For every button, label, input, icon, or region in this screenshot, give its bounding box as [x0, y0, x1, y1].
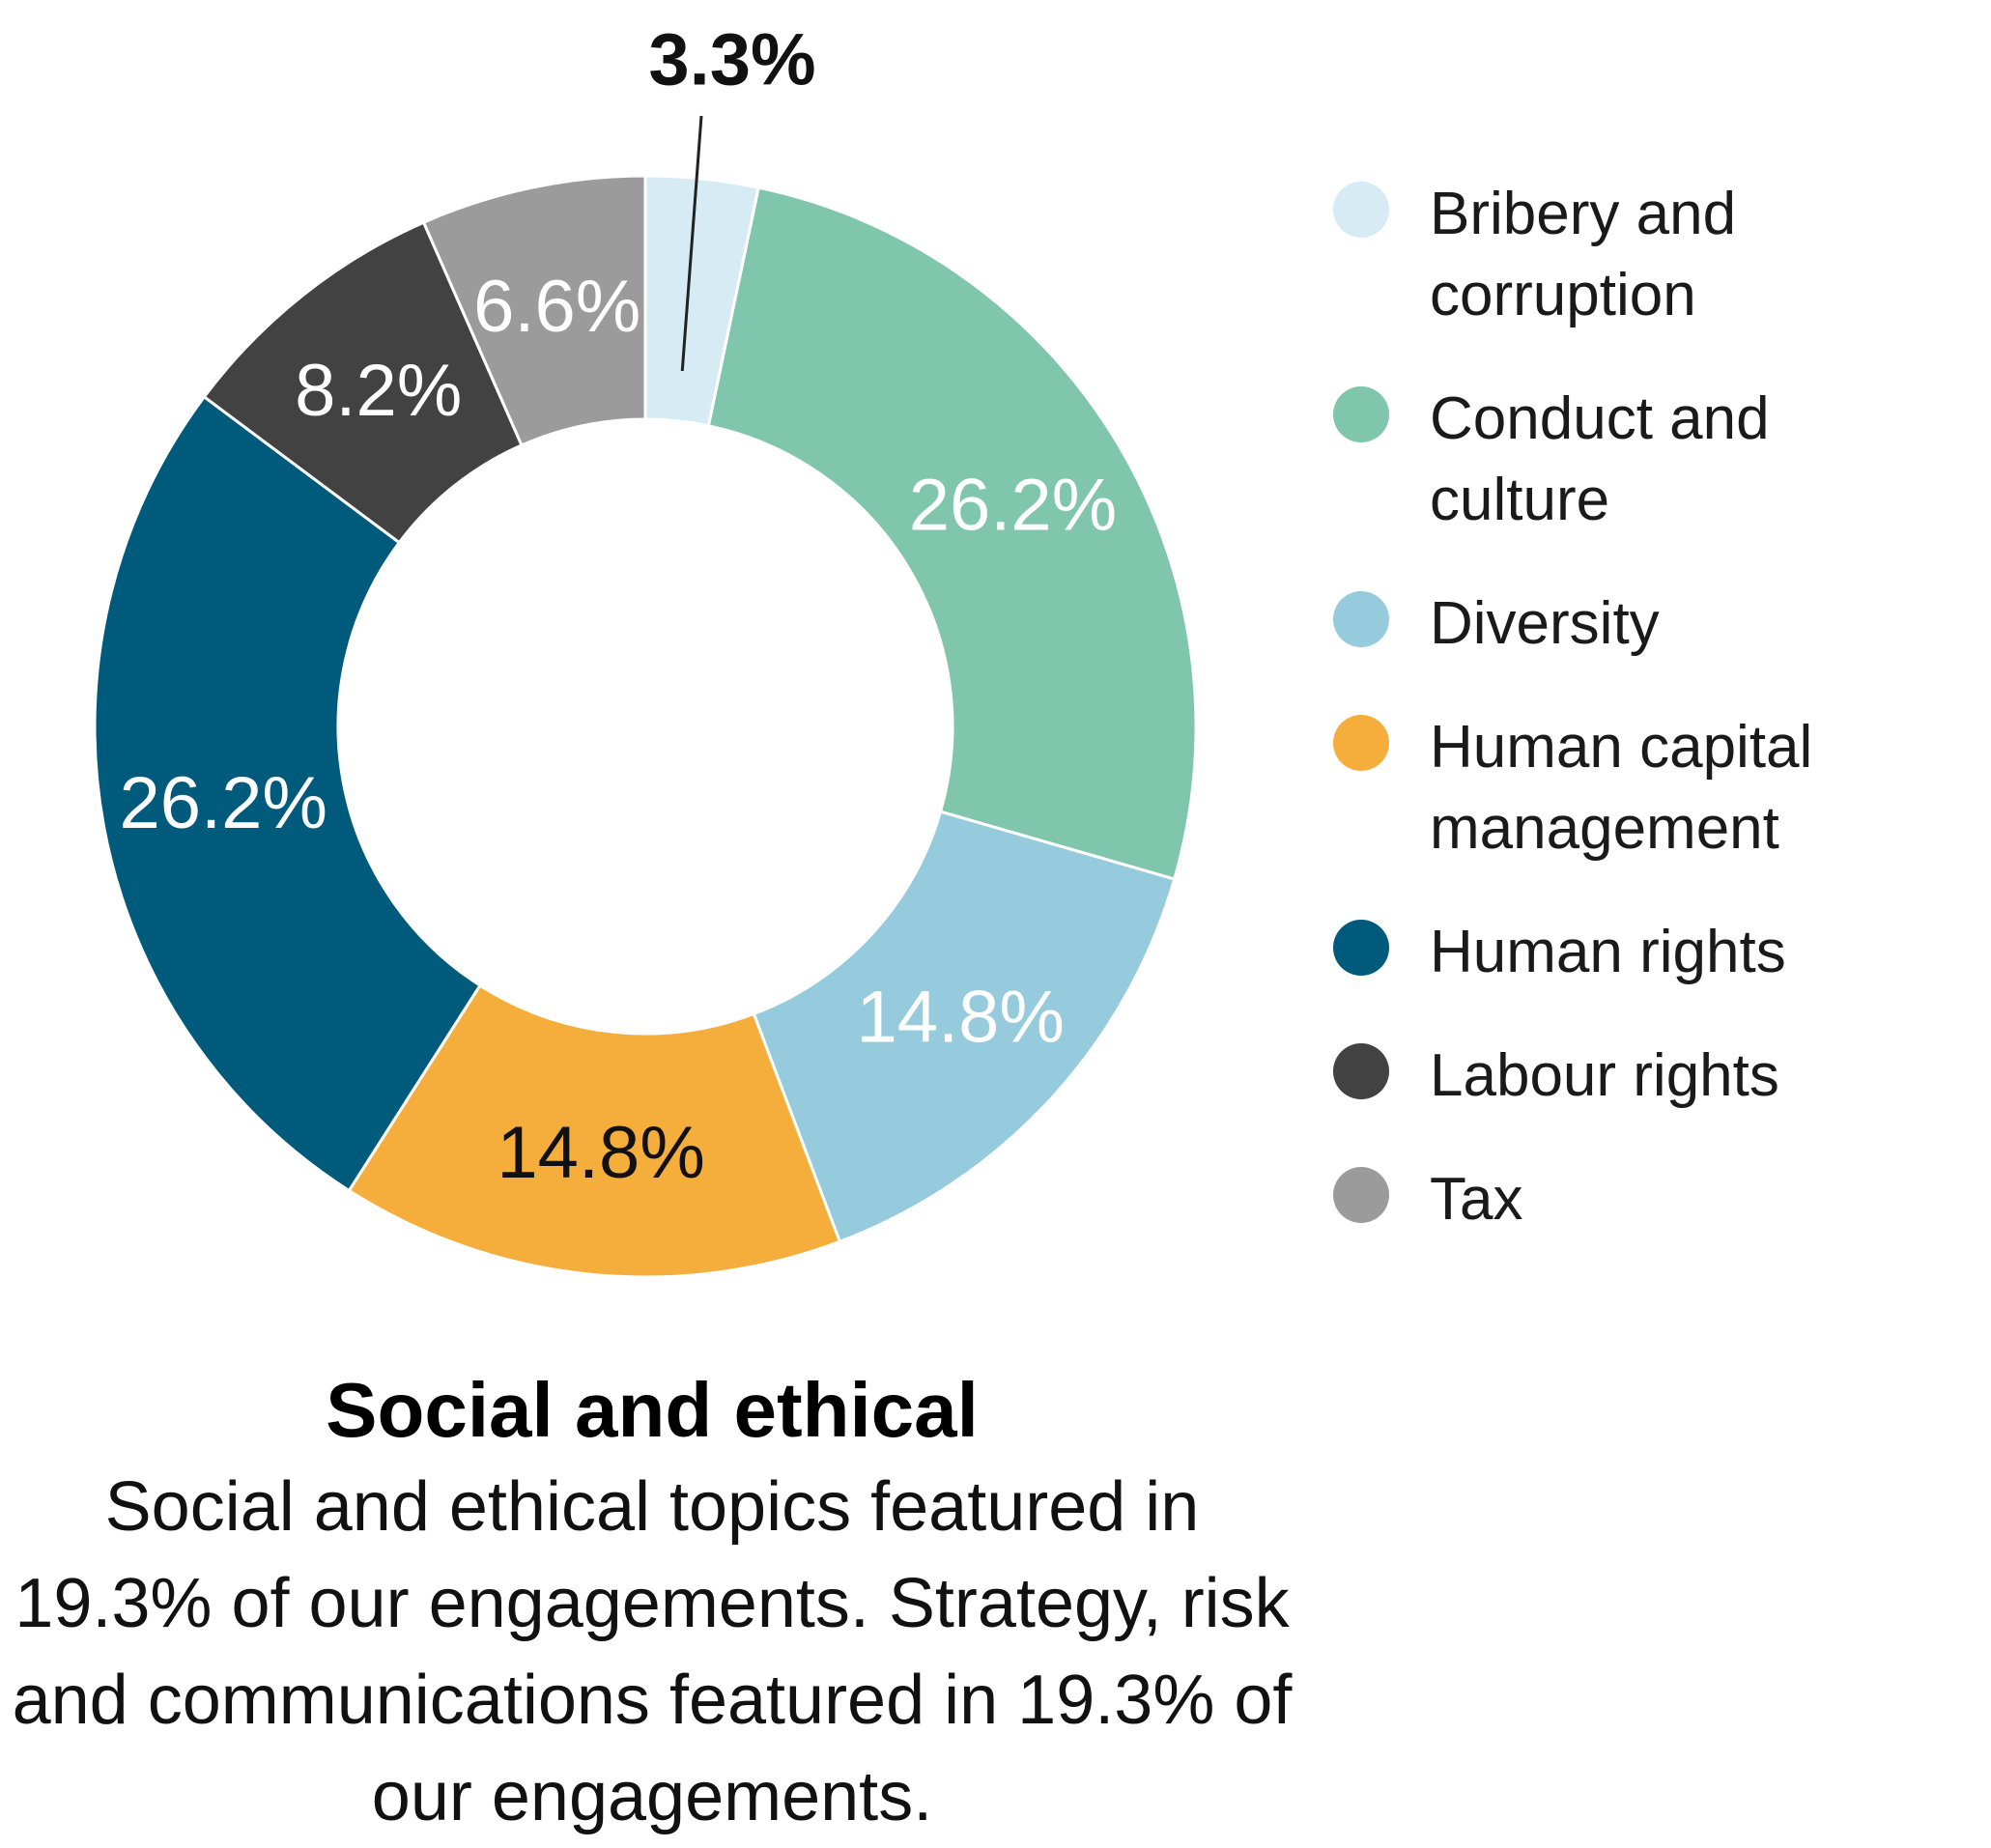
legend-item: Bribery and corruption	[1333, 174, 1971, 336]
legend-swatch	[1333, 182, 1389, 238]
legend-label: Human rights	[1430, 919, 1786, 985]
chart-caption: Social and ethical Social and ethical to…	[0, 1362, 1304, 1845]
caption-title: Social and ethical	[326, 1367, 979, 1453]
data-label-tax: 6.6%	[473, 266, 640, 348]
legend-item: Labour rights	[1333, 1036, 1971, 1117]
legend-swatch	[1333, 591, 1389, 647]
donut-labels: 3.3% 26.2% 14.8% 14.8% 26.2% 8.2%6.6%	[119, 19, 1117, 1195]
legend-label: Human capital management	[1430, 714, 1813, 862]
legend-swatch	[1333, 1043, 1389, 1099]
legend-label: Tax	[1430, 1166, 1523, 1233]
slice-conduct-and-culture	[706, 185, 1198, 881]
donut-chart: 3.3% 26.2% 14.8% 14.8% 26.2% 8.2%6.6%	[93, 19, 1198, 1279]
legend-label: Bribery and corruption	[1430, 181, 1737, 328]
legend-swatch	[1333, 1167, 1389, 1223]
legend-swatch	[1333, 715, 1389, 771]
donut-slices	[93, 174, 1198, 1279]
caption-body: Social and ethical topics featured in 19…	[12, 1468, 1293, 1835]
legend-item: Diversity	[1333, 583, 1971, 665]
legend-swatch	[1333, 920, 1389, 976]
slice-human-capital-management	[347, 982, 842, 1279]
data-label-bribery-and-corruption: 3.3%	[648, 19, 815, 101]
legend-item: Human capital management	[1333, 707, 1971, 869]
slice-human-rights	[93, 394, 482, 1193]
leader-line	[680, 115, 703, 372]
data-label-conduct-and-culture: 26.2%	[909, 465, 1118, 547]
legend-item: Tax	[1333, 1159, 1971, 1240]
legend-label: Labour rights	[1430, 1042, 1779, 1109]
legend-item: Conduct and culture	[1333, 379, 1971, 541]
data-label-human-rights: 26.2%	[119, 762, 327, 844]
legend-label: Conduct and culture	[1430, 385, 1770, 533]
data-label-human-capital-management: 14.8%	[497, 1112, 705, 1194]
slice-tax	[421, 174, 647, 447]
legend-label: Diversity	[1430, 590, 1660, 657]
slice-diversity	[752, 810, 1177, 1244]
legend-item: Human rights	[1333, 912, 1971, 993]
legend-swatch	[1333, 386, 1389, 442]
data-label-diversity: 14.8%	[857, 977, 1066, 1059]
chart-legend: Bribery and corruption Conduct and cultur…	[1333, 174, 1971, 1283]
data-label-labour-rights: 8.2%	[295, 350, 462, 432]
